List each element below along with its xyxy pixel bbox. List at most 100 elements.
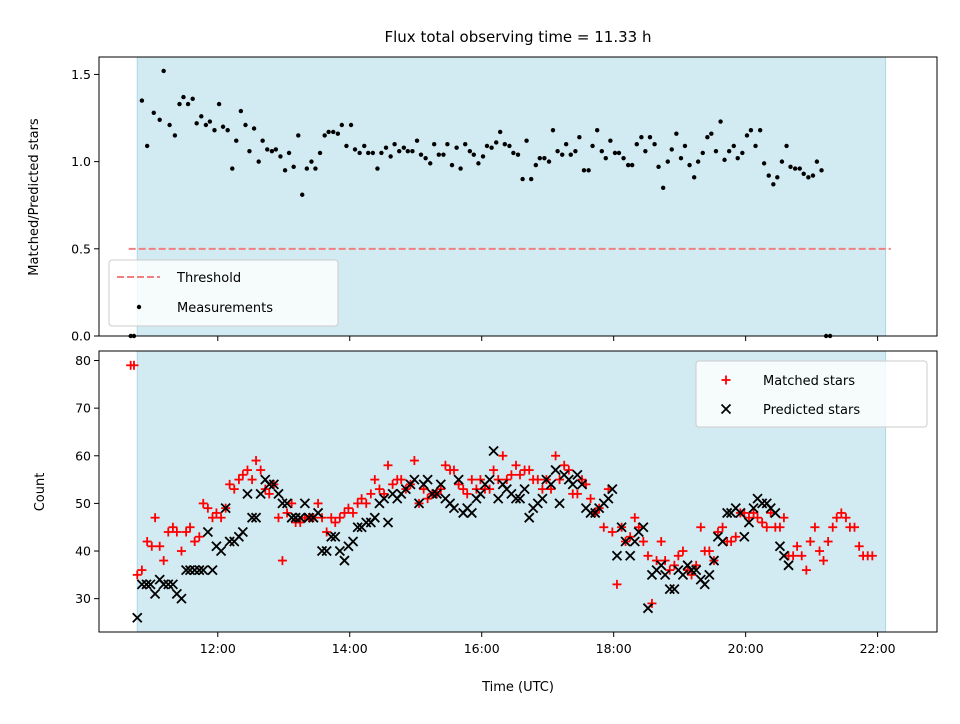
measurement-point bbox=[139, 98, 145, 103]
measurement-point bbox=[335, 131, 341, 136]
measurement-point bbox=[185, 101, 191, 107]
matched-star-point bbox=[718, 522, 728, 532]
measurement-point bbox=[269, 148, 275, 154]
measurement-point bbox=[788, 164, 793, 170]
measurement-point bbox=[687, 162, 692, 168]
predicted-star-point bbox=[207, 564, 218, 576]
measurement-point bbox=[616, 150, 622, 156]
matched-star-point bbox=[652, 556, 662, 566]
measurement-point bbox=[563, 141, 569, 147]
matched-star-point bbox=[696, 522, 706, 532]
matched-star-point bbox=[788, 551, 798, 561]
measurement-point bbox=[348, 122, 354, 128]
measurement-point bbox=[621, 155, 626, 161]
measurement-point bbox=[748, 128, 754, 133]
measurement-point bbox=[542, 155, 547, 161]
matched-star-point bbox=[343, 503, 353, 513]
predicted-star-point bbox=[295, 512, 306, 523]
ratio-panel: 0.0 0.5 1.0 1.5 Matched/Predicted stars Thr… bbox=[27, 56, 938, 344]
predicted-star-point bbox=[664, 583, 675, 595]
predicted-star-point bbox=[669, 583, 680, 595]
matched-star-point bbox=[823, 537, 833, 547]
predicted-star-point bbox=[537, 493, 548, 504]
matched-star-point bbox=[607, 527, 617, 537]
predicted-star-point bbox=[273, 488, 284, 500]
matched-star-point bbox=[313, 498, 323, 508]
measurement-point bbox=[362, 143, 367, 149]
y-tick-label: 0.5 bbox=[71, 241, 91, 256]
counts-data-layer bbox=[126, 360, 877, 623]
measurement-point bbox=[669, 147, 674, 152]
measurement-point bbox=[234, 138, 239, 143]
measurement-point bbox=[691, 175, 697, 180]
matched-star-point bbox=[841, 513, 851, 523]
measurement-point bbox=[709, 131, 714, 136]
measurement-point bbox=[313, 166, 318, 171]
measurement-point bbox=[260, 138, 265, 143]
predicted-star-point bbox=[611, 550, 623, 561]
measurement-point bbox=[388, 154, 393, 159]
measurement-point bbox=[216, 101, 222, 107]
predicted-star-point bbox=[448, 503, 460, 514]
y-tick-label: 30 bbox=[75, 591, 91, 606]
measurement-point bbox=[445, 141, 450, 147]
predicted-star-point bbox=[184, 564, 196, 576]
predicted-star-point bbox=[422, 474, 433, 485]
ratio-data-layer bbox=[128, 68, 891, 339]
matched-star-point bbox=[273, 513, 283, 523]
predicted-star-point bbox=[616, 522, 627, 533]
predicted-star-point bbox=[427, 488, 438, 500]
predicted-star-point bbox=[330, 531, 341, 542]
matched-star-point bbox=[586, 494, 596, 504]
predicted-star-point bbox=[290, 512, 301, 523]
matched-star-point bbox=[836, 508, 846, 518]
predicted-star-point bbox=[717, 536, 728, 547]
matched-star-point bbox=[704, 546, 714, 556]
predicted-star-point bbox=[514, 493, 526, 504]
matched-star-point bbox=[190, 537, 200, 547]
matched-star-point bbox=[757, 517, 767, 527]
measurement-point bbox=[599, 148, 604, 154]
measurement-point bbox=[291, 164, 296, 170]
legend-box bbox=[695, 360, 928, 428]
predicted-star-point bbox=[149, 588, 161, 600]
matched-star-point bbox=[533, 475, 543, 485]
measurement-point bbox=[722, 157, 727, 163]
measurement-point bbox=[405, 148, 411, 154]
predicted-star-point bbox=[493, 493, 504, 504]
matched-star-point bbox=[348, 508, 358, 518]
predicted-star-point bbox=[585, 507, 596, 519]
measurement-point bbox=[194, 121, 199, 126]
measurement-point bbox=[458, 166, 463, 171]
measurement-point bbox=[731, 143, 736, 149]
predicted-star-point bbox=[686, 564, 697, 576]
measurement-point bbox=[647, 135, 653, 140]
measurement-point bbox=[643, 148, 648, 154]
measurement-point bbox=[432, 141, 437, 147]
measurement-point bbox=[273, 147, 279, 152]
measurement-point bbox=[757, 128, 763, 133]
predicted-star-point bbox=[656, 560, 667, 571]
matched-star-point bbox=[638, 537, 648, 547]
measurement-point bbox=[207, 119, 213, 124]
matched-star-point bbox=[172, 527, 182, 537]
matched-star-point bbox=[396, 475, 406, 485]
ratio-axes-frame bbox=[98, 56, 938, 337]
matched-star-point bbox=[374, 484, 384, 494]
counts-y-axis-label: Count bbox=[33, 473, 48, 512]
matched-star-point bbox=[665, 565, 675, 575]
predicted-star-point bbox=[413, 498, 425, 509]
matched-star-point bbox=[630, 513, 640, 523]
matched-star-point bbox=[753, 513, 763, 523]
predicted-star-point bbox=[158, 579, 169, 590]
predicted-star-point bbox=[545, 479, 557, 490]
matched-star-point bbox=[656, 537, 666, 547]
measurement-point bbox=[484, 143, 490, 149]
matched-star-point bbox=[850, 522, 860, 532]
matched-star-point bbox=[731, 532, 741, 542]
measurement-point bbox=[331, 129, 336, 135]
matched-star-point bbox=[295, 517, 305, 527]
measurement-point bbox=[449, 162, 455, 168]
matched-star-point bbox=[251, 456, 261, 466]
measurement-point bbox=[771, 182, 776, 187]
